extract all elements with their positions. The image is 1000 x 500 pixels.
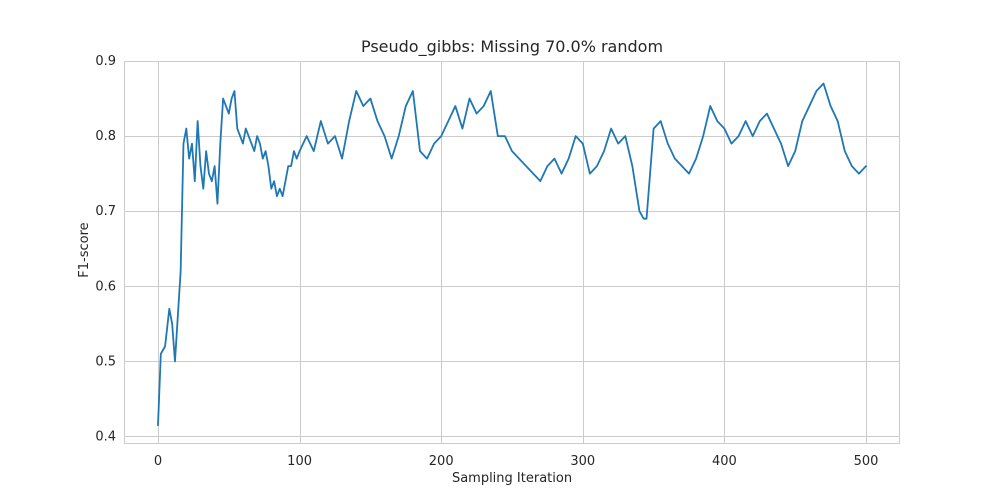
x-tick-label: 300 bbox=[570, 454, 595, 469]
y-axis-label: F1-score bbox=[77, 222, 92, 277]
series-line bbox=[157, 82, 867, 427]
y-tick-label: 0.6 bbox=[95, 279, 116, 294]
y-tick-label: 0.9 bbox=[95, 54, 116, 69]
x-tick-label: 400 bbox=[712, 454, 737, 469]
plot-border bbox=[124, 61, 900, 444]
y-tick-label: 0.5 bbox=[95, 354, 116, 369]
chart-title: Pseudo_gibbs: Missing 70.0% random bbox=[361, 37, 663, 57]
line-series bbox=[157, 82, 867, 427]
x-tick-label: 200 bbox=[429, 454, 454, 469]
y-tick-label: 0.8 bbox=[95, 129, 116, 144]
y-tick-label: 0.4 bbox=[95, 429, 116, 444]
x-tick-label: 100 bbox=[287, 454, 312, 469]
tick-labels: 0 100 200 300 400 500 0.4 0.5 0.6 0.7 0.8 0.9 bbox=[95, 54, 878, 469]
grid bbox=[124, 61, 900, 444]
x-axis-label: Sampling Iteration bbox=[452, 471, 572, 486]
x-tick-label: 500 bbox=[854, 454, 879, 469]
y-tick-label: 0.7 bbox=[95, 204, 116, 219]
x-tick-label: 0 bbox=[154, 454, 162, 469]
plot-area bbox=[124, 61, 900, 444]
